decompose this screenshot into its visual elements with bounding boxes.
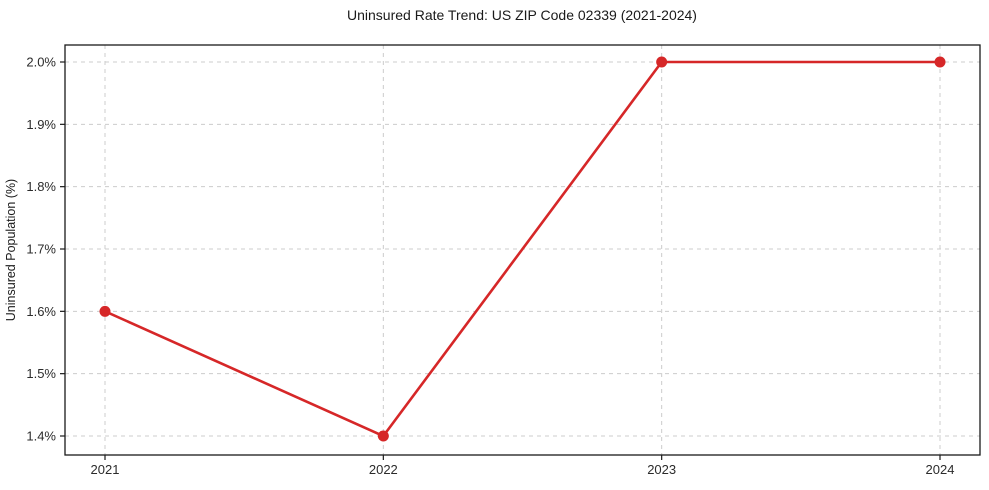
y-tick-label: 2.0% xyxy=(26,55,56,70)
data-point-2023 xyxy=(656,56,668,68)
data-point-2022 xyxy=(377,430,389,442)
plot-border xyxy=(64,44,981,456)
data-point-2024 xyxy=(934,56,946,68)
x-tick-label: 2023 xyxy=(647,462,676,477)
trend-line xyxy=(103,60,942,438)
chart-title: Uninsured Rate Trend: US ZIP Code 02339 … xyxy=(347,7,697,23)
x-tick-label: 2022 xyxy=(369,462,398,477)
y-tick-label: 1.6% xyxy=(26,304,56,319)
y-tick-label: 1.5% xyxy=(26,366,56,381)
data-point-2021 xyxy=(99,305,111,317)
y-tick-label: 1.4% xyxy=(26,429,56,444)
y-tick-label: 1.9% xyxy=(26,117,56,132)
plot-area: 2.0% 1.9% 1.8% 1.7% 1.6% 1.5% 1.4% 2021 2022 2023… xyxy=(26,44,981,477)
y-tick-label: 1.7% xyxy=(26,242,56,257)
x-tick-label: 2021 xyxy=(91,462,120,477)
y-tick-label: 1.8% xyxy=(26,179,56,194)
x-tick-label: 2024 xyxy=(926,462,955,477)
y-axis-label: Uninsured Population (%) xyxy=(4,179,18,321)
